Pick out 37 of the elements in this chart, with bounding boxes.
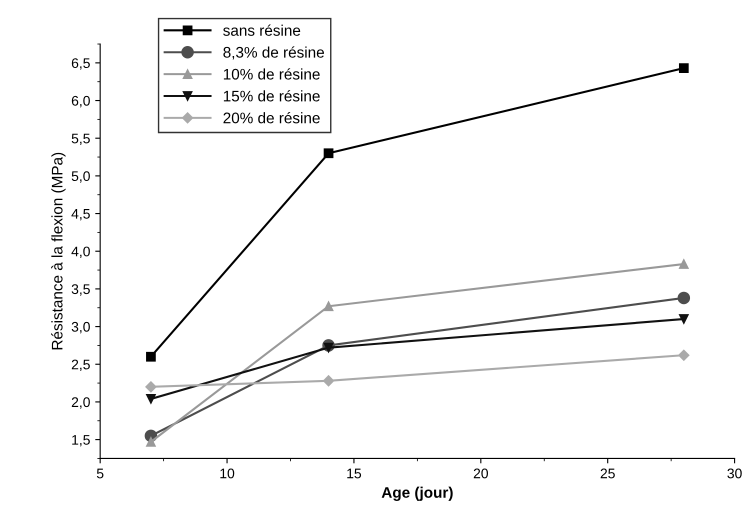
legend-label: 15% de résine [224, 90, 320, 102]
x-tick-label: 25 [600, 468, 615, 478]
point [324, 301, 334, 312]
x-tick-label: 10 [220, 468, 234, 478]
x-tick-label: 5 [96, 468, 104, 478]
point [678, 314, 689, 324]
x-tick-label: 15 [347, 468, 362, 478]
point [678, 63, 689, 73]
y-tick-label: 5,5 [72, 134, 90, 146]
legend-label: 10% de résine [224, 68, 320, 80]
y-tick-label: 6,0 [72, 96, 90, 108]
y-tick-label: 4,5 [71, 209, 90, 220]
point [322, 375, 334, 386]
y-tick-label: 3,0 [72, 322, 90, 334]
point [678, 259, 689, 269]
y-tick-label: 1,5 [72, 435, 90, 446]
legend-label: sans résine [223, 24, 300, 36]
point [678, 350, 690, 361]
y-axis-title: Résistance à la flexion (MPa) [51, 152, 66, 350]
point [146, 352, 156, 362]
point [146, 436, 156, 447]
point [324, 148, 334, 158]
y-tick-label: 6,5 [72, 58, 90, 70]
legend-label: 8,3% de résine [223, 46, 324, 60]
point [678, 292, 690, 304]
legend-label: 20% de résine [223, 112, 320, 124]
point [324, 342, 334, 353]
x-tick-label: 20 [474, 468, 488, 478]
x-tick-label: 30 [727, 468, 742, 478]
x-axis-title: Age (jour) [382, 486, 453, 501]
y-tick-label: 2,0 [72, 397, 90, 409]
y-tick-label: 2,5 [72, 360, 90, 372]
point [146, 394, 156, 404]
y-tick-label: 3,5 [72, 284, 90, 296]
point [145, 381, 157, 392]
y-tick-label: 5,0 [72, 171, 90, 183]
y-tick-label: 4,0 [71, 246, 90, 258]
